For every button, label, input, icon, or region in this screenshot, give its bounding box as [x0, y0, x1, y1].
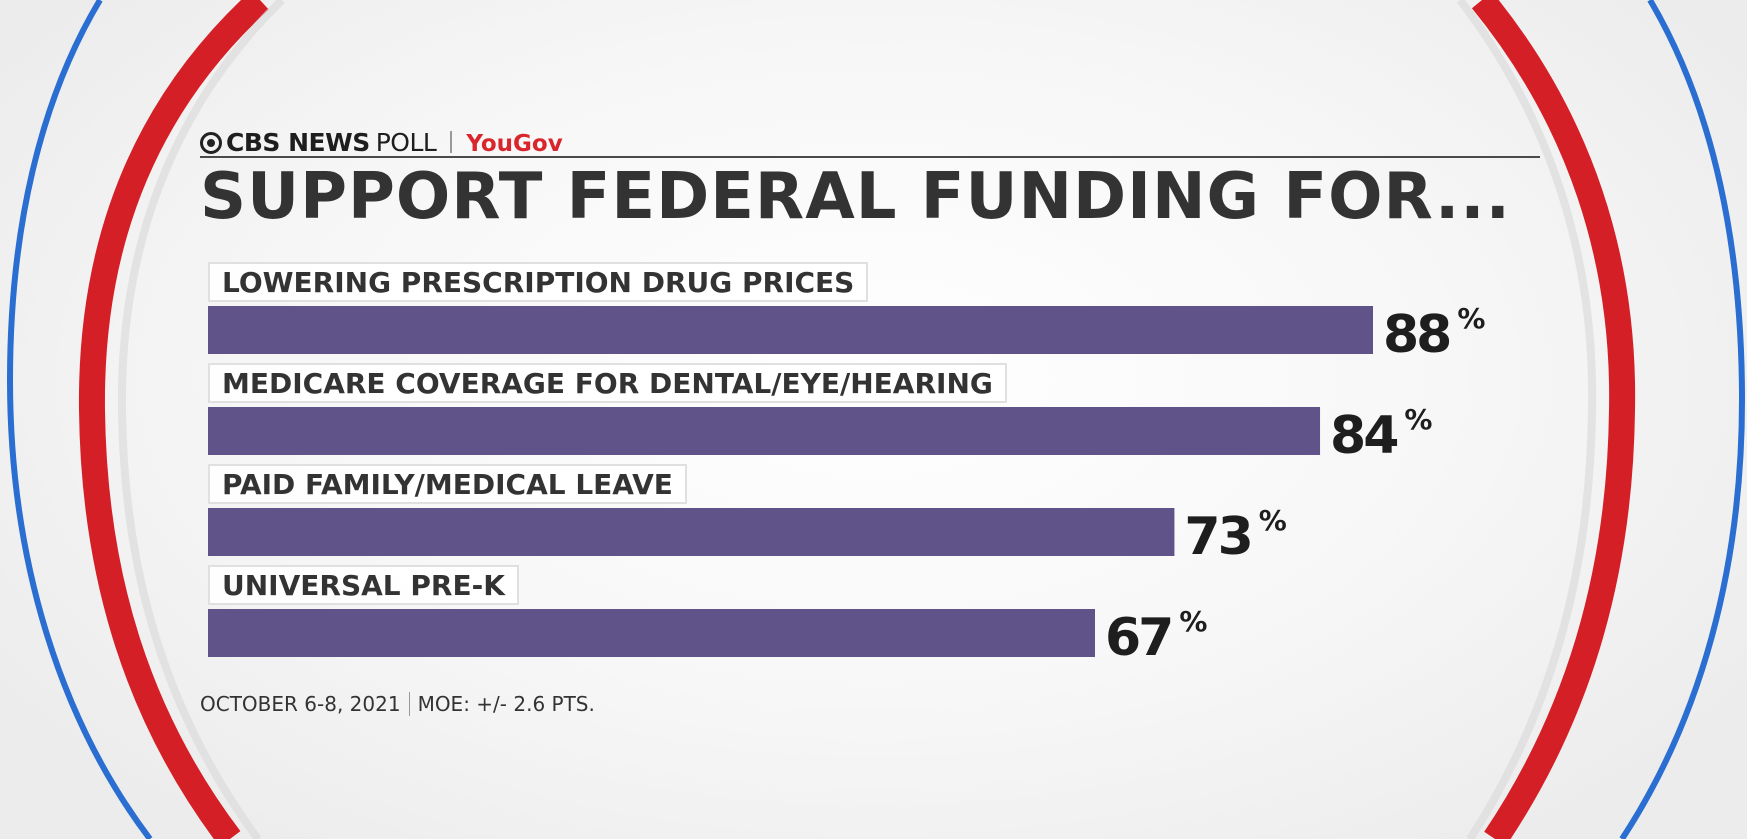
- brand-poll: POLL: [375, 128, 437, 157]
- footer-separator: [408, 692, 410, 716]
- percent-sign: %: [1457, 302, 1485, 335]
- header-rule: [200, 156, 1540, 158]
- value-label: 67: [1105, 608, 1171, 668]
- chart-title: SUPPORT FEDERAL FUNDING FOR...: [200, 160, 1511, 234]
- percent-sign: %: [1179, 605, 1207, 638]
- category-label: LOWERING PRESCRIPTION DRUG PRICES: [208, 262, 869, 302]
- bar: [208, 508, 1175, 556]
- cbs-eye-icon: [200, 132, 222, 154]
- percent-sign: %: [1259, 504, 1287, 537]
- value-label: 73: [1184, 507, 1250, 567]
- percent-sign: %: [1404, 403, 1432, 436]
- category-label: UNIVERSAL PRE-K: [208, 565, 519, 605]
- margin-of-error: MOE: +/- 2.6 PTS.: [417, 692, 595, 716]
- red-ring-left: [78, 0, 269, 839]
- poll-dates: OCTOBER 6-8, 2021: [200, 692, 401, 716]
- brand-partner: YouGov: [466, 131, 563, 157]
- poll-footer: OCTOBER 6-8, 2021 MOE: +/- 2.6 PTS.: [200, 692, 595, 716]
- bar: [208, 407, 1321, 455]
- brand-separator: [450, 131, 453, 153]
- brand-network: CBS NEWS: [226, 128, 370, 157]
- bar: [208, 609, 1095, 657]
- value-label: 84: [1330, 406, 1397, 466]
- blue-ring-left: [6, 0, 153, 839]
- red-ring-right-shadow: [1456, 0, 1597, 839]
- red-ring-right: [1471, 0, 1636, 839]
- blue-ring-right: [1619, 0, 1746, 839]
- poll-branding: CBS NEWS POLL YouGov: [200, 117, 563, 157]
- category-label: MEDICARE COVERAGE FOR DENTAL/EYE/HEARING: [208, 363, 1007, 403]
- value-label: 88: [1383, 305, 1449, 365]
- red-ring-left-shadow: [117, 0, 285, 839]
- bar: [208, 306, 1373, 354]
- category-label: PAID FAMILY/MEDICAL LEAVE: [208, 464, 687, 504]
